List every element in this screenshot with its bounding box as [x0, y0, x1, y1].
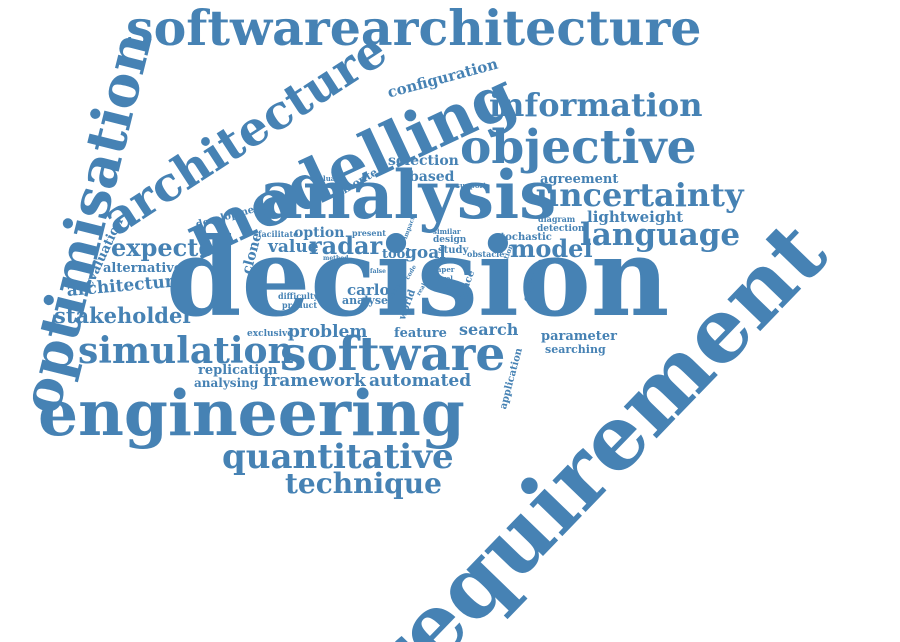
word-lightweight: lightweight — [587, 208, 684, 226]
word-quality: quality — [428, 283, 452, 290]
word-uncertainty: uncertainty — [536, 176, 744, 214]
word-search: search — [459, 320, 519, 339]
word-obstacle: obstacle — [467, 249, 505, 259]
word-diagram: diagram — [538, 214, 576, 224]
word-stakeholder: stakeholder — [54, 303, 194, 328]
word-novel: novel — [432, 274, 453, 283]
word-model: model — [510, 234, 593, 263]
word-carlo: carlo — [347, 281, 390, 299]
word-false: false — [370, 268, 386, 275]
word-facilitate: facilitate — [258, 229, 299, 239]
word-product: product — [282, 300, 318, 310]
word-searching: searching — [545, 343, 606, 356]
word-agreement: agreement — [540, 172, 619, 187]
word-difficulty: difficulty — [278, 291, 319, 301]
word-engineering: engineering — [38, 376, 465, 450]
word-evaluate: evaluate — [310, 174, 344, 183]
word-objective: objective — [460, 120, 697, 175]
word-technique: technique — [285, 467, 442, 500]
word-information: information — [489, 86, 703, 124]
word-tool: tool — [382, 247, 411, 262]
word-value: value — [268, 237, 319, 257]
word-radar: radar — [309, 231, 383, 260]
word-decision: decision — [166, 215, 670, 341]
word-stochastic: stochastic — [495, 232, 552, 243]
word-analysis: analysis — [260, 156, 557, 234]
word-quantitative: quantitative — [222, 437, 454, 477]
word-simulation: simulation — [78, 330, 294, 372]
word-analyse: analyse — [342, 294, 389, 307]
word-exclusive: exclusive — [247, 329, 293, 339]
word-parameter: parameter — [541, 329, 617, 344]
word-study: study — [438, 245, 469, 256]
word-software: software — [280, 327, 506, 382]
word-method: method — [323, 255, 349, 262]
word-based: based — [409, 169, 455, 185]
word-framework: framework — [263, 371, 366, 391]
word-present: present — [352, 228, 387, 238]
word-alternative: alternative — [103, 261, 183, 276]
word-expected: expected — [111, 233, 231, 262]
word-language: language — [580, 217, 741, 253]
word-replication: replication — [198, 363, 278, 378]
word-automated: automated — [369, 371, 472, 391]
word-softwarearchitecture: softwarearchitecture — [126, 0, 702, 57]
word-support: support — [456, 181, 487, 190]
word-selection: selection — [388, 153, 459, 169]
word-design: design — [433, 235, 467, 245]
word-paper: paper — [432, 265, 455, 274]
word-similar: similar — [433, 227, 461, 236]
word-analysing: analysing — [194, 376, 259, 390]
word-option: option — [294, 225, 345, 241]
word-goal: goal — [405, 243, 446, 263]
word-problem: problem — [288, 322, 368, 342]
word-detection: detection — [537, 224, 585, 234]
word-feature: feature — [394, 326, 447, 341]
